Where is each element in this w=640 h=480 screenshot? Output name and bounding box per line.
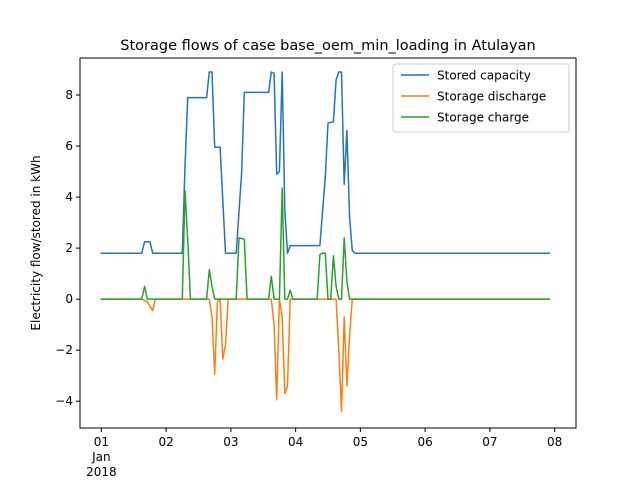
x-tick-label-line: 04	[288, 435, 303, 449]
legend-frame	[392, 63, 570, 133]
y-tick-label: 2	[65, 241, 73, 255]
axes-frame	[79, 57, 577, 429]
series-line-1	[100, 71, 551, 254]
x-tick-label-line: 07	[482, 435, 497, 449]
legend-label: Stored capacity	[437, 69, 531, 83]
x-tick-label: 08	[547, 435, 562, 449]
x-tick-label-line: 2018	[86, 465, 117, 479]
legend-label: Storage discharge	[437, 90, 546, 104]
x-tick-label: 07	[482, 435, 497, 449]
x-tick-label-line: 08	[547, 435, 562, 449]
x-tick-label: 06	[417, 435, 432, 449]
y-axis: −4 −2 0 2 4 6 8	[55, 88, 80, 408]
x-tick-label: 02	[158, 435, 173, 449]
x-tick-label-line: 02	[158, 435, 173, 449]
x-tick-label-line: 05	[353, 435, 368, 449]
chart-title: Storage flows of case base_oem_min_loadi…	[120, 38, 535, 54]
x-tick-label-line: Jan	[91, 450, 111, 464]
x-tick-label-line: 03	[223, 435, 238, 449]
y-tick-label: 4	[65, 190, 73, 204]
series-line-3	[100, 187, 551, 300]
x-axis: 01 Jan 2018 02 03 04 05 06 07 08	[86, 428, 562, 479]
y-tick-label: −4	[55, 394, 73, 408]
y-axis-title: Electricity flow/stored in kWh	[29, 155, 43, 330]
x-tick-label-line: 06	[417, 435, 432, 449]
legend: Stored capacity Storage discharge Storage …	[392, 63, 570, 133]
x-tick-label: 01 Jan 2018	[86, 435, 117, 479]
legend-label: Storage charge	[437, 111, 529, 125]
x-tick-label-line: 01	[94, 435, 109, 449]
x-tick-label: 05	[353, 435, 368, 449]
y-tick-label: 6	[65, 139, 73, 153]
y-tick-label: −2	[55, 343, 73, 357]
x-tick-label: 03	[223, 435, 238, 449]
plot-lines	[100, 71, 551, 413]
x-tick-label: 04	[288, 435, 303, 449]
y-tick-label: 0	[65, 292, 73, 306]
y-tick-label: 8	[65, 88, 73, 102]
